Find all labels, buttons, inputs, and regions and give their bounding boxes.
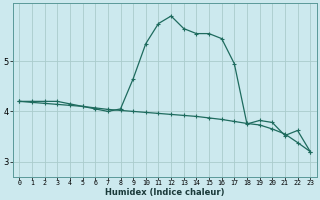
X-axis label: Humidex (Indice chaleur): Humidex (Indice chaleur) (105, 188, 225, 197)
